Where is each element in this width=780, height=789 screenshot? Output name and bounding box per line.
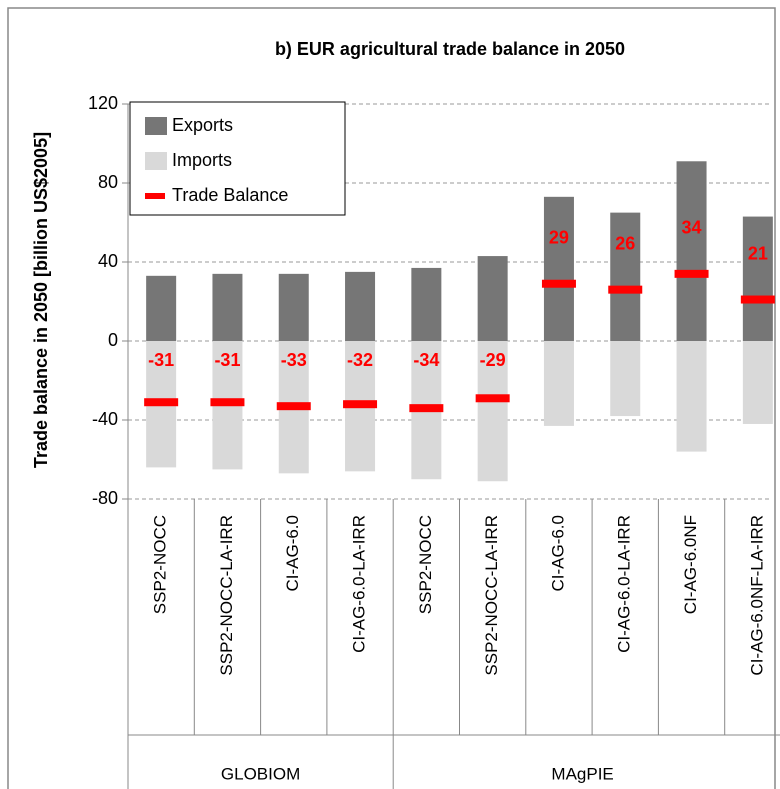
x-tick-label: SSP2-NOCC-LA-IRR bbox=[217, 515, 236, 676]
data-label: -32 bbox=[347, 350, 373, 370]
y-tick-label: -40 bbox=[92, 409, 118, 429]
legend-swatch bbox=[145, 152, 167, 170]
x-tick-label: SSP2-NOCC bbox=[416, 515, 435, 614]
balance-mark bbox=[343, 400, 378, 409]
y-tick-label: 80 bbox=[98, 172, 118, 192]
bar bbox=[411, 267, 442, 341]
data-label: -31 bbox=[148, 350, 174, 370]
bar bbox=[543, 341, 574, 426]
bar bbox=[610, 212, 641, 341]
y-tick-label: 120 bbox=[88, 93, 118, 113]
balance-mark bbox=[276, 402, 311, 411]
chart-title: b) EUR agricultural trade balance in 205… bbox=[275, 39, 625, 59]
x-tick-label: CI-AG-6.0NF-LA-IRR bbox=[747, 515, 766, 676]
data-label: -31 bbox=[214, 350, 240, 370]
data-label: -34 bbox=[413, 350, 439, 370]
bar bbox=[477, 341, 508, 482]
bar bbox=[610, 341, 641, 417]
bar bbox=[676, 341, 707, 452]
y-tick-label: 40 bbox=[98, 251, 118, 271]
balance-mark bbox=[210, 398, 245, 407]
data-label: 29 bbox=[549, 227, 569, 247]
data-label: -29 bbox=[480, 350, 506, 370]
bar bbox=[146, 275, 177, 341]
x-tick-label: CI-AG-6.0 bbox=[548, 515, 567, 592]
x-tick-label: SSP2-NOCC-LA-IRR bbox=[482, 515, 501, 676]
bar bbox=[345, 271, 376, 341]
data-label: 21 bbox=[748, 243, 768, 263]
group-label: GLOBIOM bbox=[221, 764, 300, 783]
balance-mark bbox=[475, 394, 510, 403]
legend-label: Trade Balance bbox=[172, 185, 288, 205]
bar bbox=[477, 256, 508, 341]
bar bbox=[212, 273, 243, 341]
data-label: 34 bbox=[682, 218, 702, 238]
balance-mark bbox=[144, 398, 179, 407]
x-tick-label: CI-AG-6.0NF bbox=[681, 515, 700, 614]
legend-label: Imports bbox=[172, 150, 232, 170]
data-label: 26 bbox=[615, 233, 635, 253]
y-tick-label: 0 bbox=[108, 330, 118, 350]
balance-mark bbox=[608, 285, 643, 294]
balance-mark bbox=[674, 269, 709, 278]
legend-swatch bbox=[145, 117, 167, 135]
group-label: MAgPIE bbox=[551, 764, 613, 783]
balance-mark bbox=[541, 279, 576, 288]
bar bbox=[676, 161, 707, 341]
bar bbox=[742, 341, 773, 424]
legend-swatch bbox=[145, 193, 165, 199]
bar bbox=[278, 273, 309, 341]
y-axis-label: Trade balance in 2050 [billion US$2005] bbox=[31, 132, 51, 468]
data-label: -33 bbox=[281, 350, 307, 370]
bar bbox=[742, 216, 773, 341]
x-tick-label: CI-AG-6.0-LA-IRR bbox=[615, 515, 634, 653]
frame bbox=[7, 7, 776, 789]
bar bbox=[543, 196, 574, 341]
x-tick-label: CI-AG-6.0-LA-IRR bbox=[350, 515, 369, 653]
y-tick-label: -80 bbox=[92, 488, 118, 508]
x-tick-label: CI-AG-6.0 bbox=[283, 515, 302, 592]
x-tick-label: SSP2-NOCC bbox=[151, 515, 170, 614]
legend-label: Exports bbox=[172, 115, 233, 135]
balance-mark bbox=[740, 295, 775, 304]
balance-mark bbox=[409, 404, 444, 413]
